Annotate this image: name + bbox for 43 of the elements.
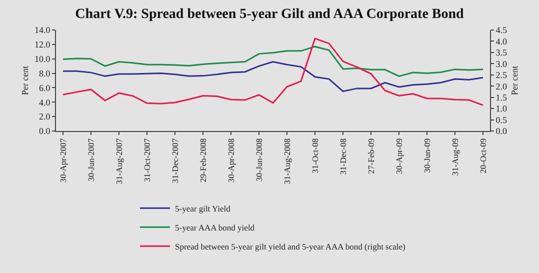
y2-tick-label: 4.5 xyxy=(496,25,508,36)
x-tick-label: 27-Feb-09 xyxy=(366,138,376,174)
y2-tick-label: 1.5 xyxy=(496,92,508,102)
y-tick-label: 8.0 xyxy=(38,68,51,78)
line-series xyxy=(62,38,484,106)
x-tick-label: 29-Feb-2008 xyxy=(198,138,208,182)
x-tick-label: 30-Apr-2008 xyxy=(226,138,236,183)
y-tick-label: 14.0 xyxy=(34,25,51,36)
y2-tick-label: 1.0 xyxy=(496,104,508,114)
y2-tick-label: 0.5 xyxy=(496,114,508,125)
x-tick-label: 31-Aug-09 xyxy=(450,138,460,176)
x-tick-label: 20-Oct-09 xyxy=(478,138,488,174)
y2-tick-label: 0.0 xyxy=(496,126,508,136)
y-tick-label: 10.0 xyxy=(34,54,51,64)
legend-label: 5-year gilt Yield xyxy=(175,203,232,214)
y-tick-label: 6.0 xyxy=(38,82,51,93)
y2-tick-label: 3.5 xyxy=(496,48,508,58)
line-series xyxy=(62,46,484,77)
x-tick-label: 31-Oct-08 xyxy=(310,138,320,174)
x-tick-label: 31-Oct-2007 xyxy=(142,138,152,182)
legend-label: Spread between 5-year gilt yield and 5-year AAA bond (right scale) xyxy=(175,241,406,252)
y2-axis-title: Per cent xyxy=(509,65,520,96)
x-tick-label: 30-Jun-09 xyxy=(422,138,432,173)
y-axis-title: Per cent xyxy=(20,65,30,96)
y-tick-label: 2.0 xyxy=(38,112,51,122)
x-tick-label: 30-Jun-2008 xyxy=(254,138,264,182)
chart-title: Chart V.9: Spread between 5-year Gilt and AAA Corporate Bond xyxy=(75,6,464,22)
x-tick-label: 31-Dec-08 xyxy=(338,138,348,175)
x-tick-label: 31-Aug-2007 xyxy=(114,138,124,184)
y2-tick-label: 4.0 xyxy=(496,36,508,46)
x-tick-label: 31-Dec-2007 xyxy=(170,138,180,184)
x-tick-label: 31-Aug-2008 xyxy=(282,138,292,184)
y2-tick-label: 2.5 xyxy=(496,70,508,80)
y-tick-label: 0.0 xyxy=(38,126,51,136)
line-series xyxy=(62,60,484,92)
y2-tick-label: 2.0 xyxy=(496,81,508,92)
y-tick-label: 12.0 xyxy=(34,40,51,50)
x-tick-label: 30-Apr-09 xyxy=(394,138,404,174)
y2-tick-label: 3.0 xyxy=(496,58,508,69)
legend-label: 5-year AAA bond yield xyxy=(175,222,256,232)
x-tick-label: 30-Jun-2007 xyxy=(86,138,96,182)
y-tick-label: 4.0 xyxy=(38,97,51,108)
x-tick-label: 30-Apr-2007 xyxy=(58,138,68,183)
